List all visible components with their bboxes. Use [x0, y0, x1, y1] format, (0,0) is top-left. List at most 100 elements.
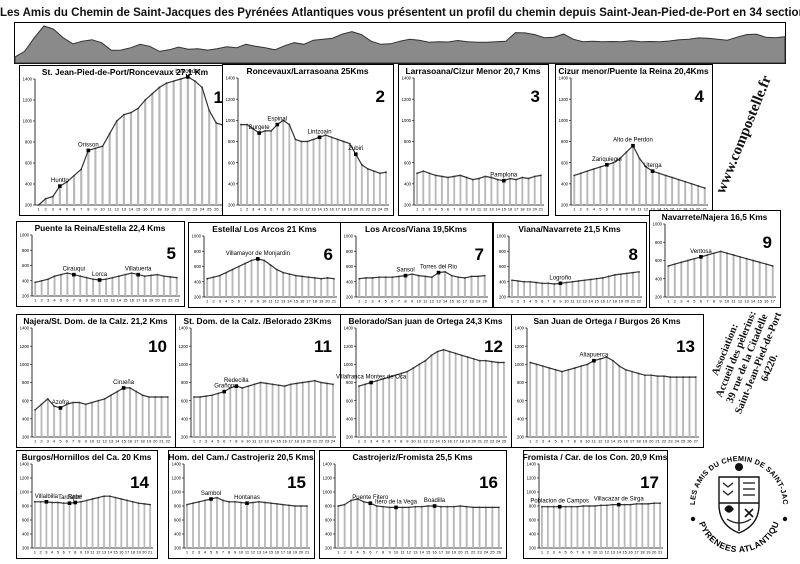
- x-tick-label: 24: [200, 207, 205, 212]
- elevation-point: [659, 502, 661, 505]
- x-tick-label: 19: [348, 207, 353, 212]
- x-tick-label: 6: [388, 439, 391, 444]
- elevation-point: [144, 99, 147, 101]
- x-tick-label: 5: [599, 207, 602, 212]
- elevation-point: [275, 268, 278, 271]
- x-tick-label: 5: [66, 207, 69, 212]
- x-tick-label: 25: [490, 550, 495, 555]
- elevation-point: [686, 259, 689, 262]
- x-tick-label: 15: [502, 207, 507, 212]
- y-tick-label: 800: [499, 249, 507, 254]
- chart-title: Fromista / Car. de los Con. 20,9 Kms: [523, 452, 668, 462]
- x-tick-label: 9: [234, 550, 237, 555]
- elevation-point: [446, 505, 449, 508]
- elevation-point: [650, 374, 653, 377]
- x-tick-label: 24: [378, 207, 383, 212]
- x-tick-label: 15: [323, 207, 328, 212]
- elevation-point: [212, 276, 215, 279]
- x-tick-label: 12: [102, 439, 107, 444]
- x-tick-label: 3: [252, 207, 255, 212]
- elevation-point: [225, 271, 228, 274]
- x-tick-label: 19: [319, 299, 324, 304]
- elevation-point: [418, 363, 421, 366]
- x-tick-label: 5: [564, 550, 567, 555]
- x-tick-label: 2: [674, 299, 677, 304]
- elevation-point: [271, 383, 274, 386]
- elevation-point: [211, 394, 214, 397]
- elevation-point: [33, 500, 36, 503]
- x-tick-label: 14: [435, 439, 440, 444]
- waypoint-marker: [317, 135, 322, 140]
- x-tick-label: 17: [453, 439, 458, 444]
- elevation-point: [771, 265, 774, 267]
- x-tick-label: 12: [605, 550, 610, 555]
- elevation-point: [384, 276, 387, 279]
- elevation-point: [199, 396, 201, 398]
- elevation-point: [193, 396, 195, 398]
- x-tick-label: 17: [514, 207, 519, 212]
- chart-title: Los Arcos/Viana 19,5Kms: [365, 224, 467, 234]
- waypoint-marker: [234, 384, 239, 388]
- x-tick-label: 15: [113, 550, 118, 555]
- x-tick-label: 25: [384, 207, 389, 212]
- x-tick-label: 1: [193, 439, 196, 444]
- x-tick-label: 8: [713, 299, 716, 304]
- section-number: 8: [629, 245, 638, 264]
- elevation-point: [442, 348, 445, 351]
- elevation-point: [65, 403, 68, 406]
- x-tick-label: 7: [706, 299, 709, 304]
- x-tick-label: 20: [155, 298, 160, 303]
- elevation-point: [126, 499, 128, 502]
- elevation-point: [457, 276, 460, 279]
- x-tick-label: 6: [73, 207, 76, 212]
- elevation-point: [307, 276, 310, 279]
- x-tick-label: 10: [564, 299, 569, 304]
- x-tick-label: 10: [91, 298, 96, 303]
- elevation-point: [92, 278, 95, 281]
- elevation-point: [270, 130, 273, 132]
- x-tick-label: 10: [631, 207, 636, 212]
- waypoint-label: Lepoeder: [175, 69, 200, 75]
- x-tick-label: 5: [441, 207, 444, 212]
- elevation-point: [143, 503, 146, 505]
- elevation-point: [540, 174, 542, 177]
- elevation-point: [541, 282, 544, 285]
- elevation-point: [667, 265, 670, 267]
- y-tick-label: 800: [22, 380, 30, 385]
- elevation-point: [194, 80, 196, 82]
- x-tick-label: 16: [447, 439, 452, 444]
- x-tick-label: 5: [60, 298, 63, 303]
- elevation-point: [592, 168, 595, 170]
- x-tick-label: 18: [613, 299, 618, 304]
- elevation-point: [222, 499, 224, 502]
- x-tick-label: 13: [102, 550, 107, 555]
- x-tick-label: 9: [241, 439, 244, 444]
- y-tick-label: 200: [529, 546, 537, 551]
- x-tick-label: 2: [365, 299, 368, 304]
- waypoint-marker: [353, 152, 358, 156]
- waypoint-label: Uterga: [644, 163, 663, 169]
- x-tick-label: 4: [51, 550, 54, 555]
- section-chart-5: Puente la Reina/Estella 22,4 Kms 200 400 60…: [16, 221, 185, 307]
- x-tick-label: 4: [59, 207, 62, 212]
- elevation-point: [240, 501, 242, 504]
- waypoint-label: Rabé: [68, 495, 83, 501]
- x-tick-label: 11: [268, 299, 273, 304]
- y-tick-label: 400: [529, 532, 537, 537]
- elevation-point: [564, 505, 567, 508]
- x-tick-label: 13: [110, 298, 115, 303]
- elevation-point: [618, 365, 621, 368]
- y-tick-label: 800: [325, 504, 333, 509]
- elevation-point: [417, 274, 420, 277]
- section-number: 3: [531, 87, 540, 106]
- elevation-point: [320, 277, 323, 280]
- elevation-point: [246, 123, 248, 126]
- x-tick-label: 9: [580, 439, 583, 444]
- x-tick-label: 1: [541, 550, 544, 555]
- page-title: Les Amis du Chemin de Saint-Jacques des …: [0, 7, 800, 19]
- x-tick-label: 1: [37, 207, 40, 212]
- x-tick-label: 21: [631, 299, 636, 304]
- y-tick-label: 1400: [20, 462, 30, 467]
- elevation-point: [690, 182, 693, 185]
- elevation-point: [326, 382, 328, 385]
